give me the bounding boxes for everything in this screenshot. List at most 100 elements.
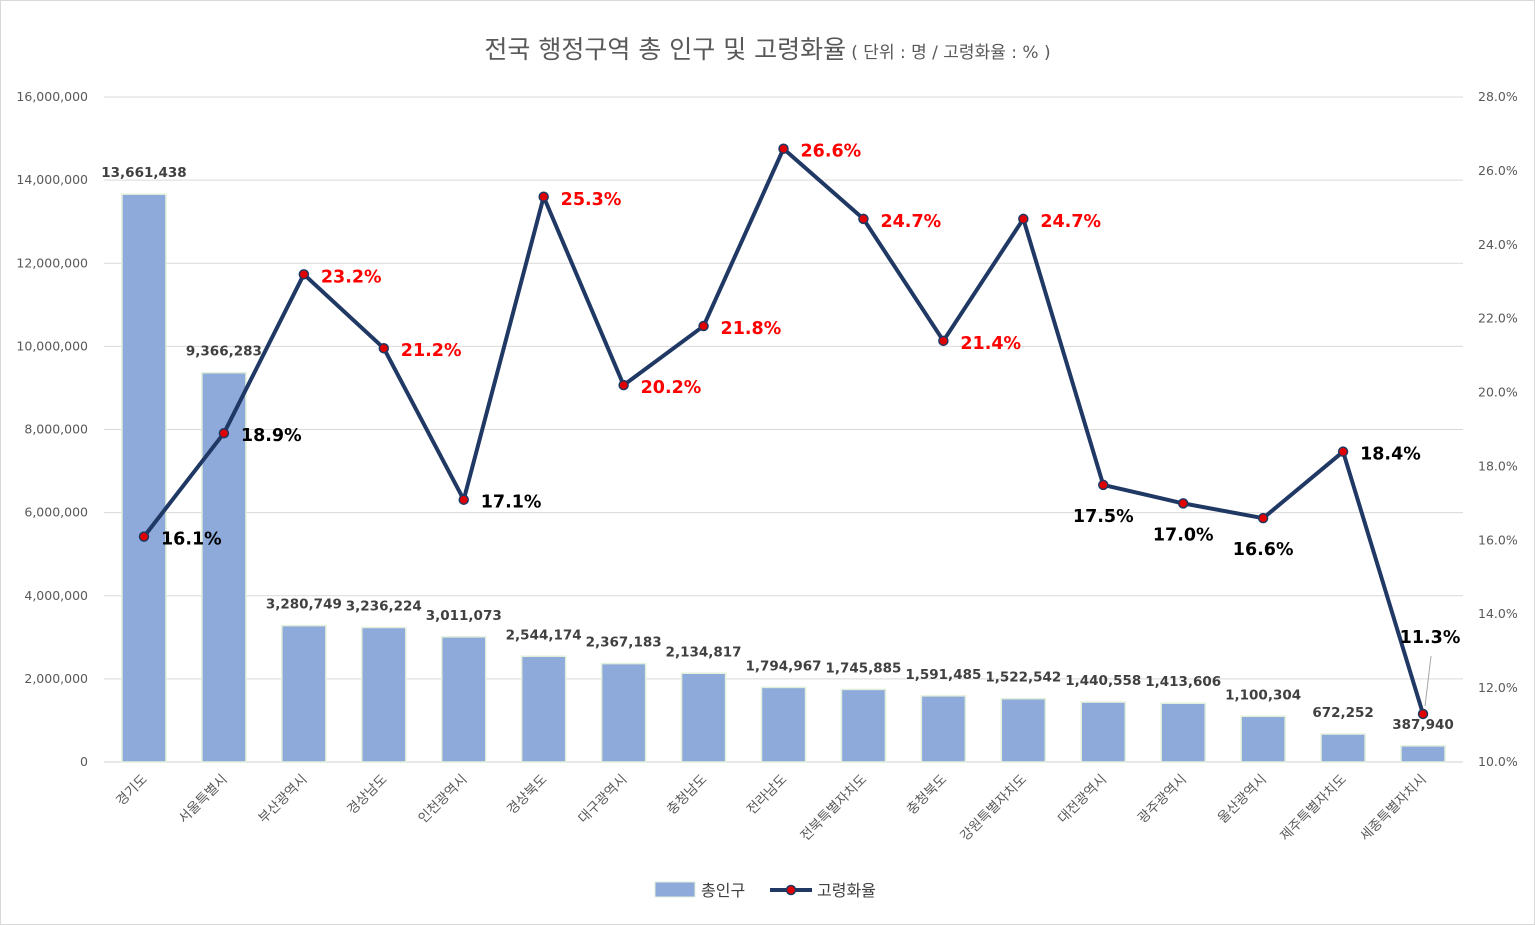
bar bbox=[1160, 702, 1206, 763]
bar-data-label: 387,940 bbox=[1392, 717, 1454, 733]
y-right-tick-label: 18.0% bbox=[1478, 458, 1518, 473]
label-leader-line bbox=[1424, 655, 1432, 707]
bar-data-label: 3,011,073 bbox=[426, 608, 502, 624]
y-right-tick-label: 28.0% bbox=[1478, 89, 1518, 104]
bar bbox=[1320, 733, 1366, 763]
bar-data-label: 1,522,542 bbox=[985, 670, 1061, 686]
aging-rate-label: 25.3% bbox=[561, 190, 622, 210]
x-category-label: 전북특별자치도 bbox=[797, 772, 870, 845]
bar bbox=[520, 655, 567, 763]
y-right-tick-label: 12.0% bbox=[1478, 680, 1518, 695]
bar-data-label: 9,366,283 bbox=[186, 344, 262, 360]
chart-title-main: 전국 행정구역 총 인구 및 고령화율 bbox=[484, 35, 847, 64]
x-category-label: 경기도 bbox=[113, 772, 151, 810]
y-left-tick-label: 6,000,000 bbox=[24, 505, 88, 520]
x-category-label: 경상남도 bbox=[344, 772, 390, 818]
y-right-tick-label: 14.0% bbox=[1478, 606, 1518, 621]
aging-rate-marker bbox=[298, 269, 310, 280]
x-category-label: 울산광역시 bbox=[1215, 772, 1270, 827]
legend: 총인구 고령화율 bbox=[654, 881, 876, 900]
aging-rate-label: 21.8% bbox=[721, 319, 782, 339]
y-left-tick-label: 0 bbox=[80, 754, 88, 769]
aging-rate-label: 21.4% bbox=[960, 334, 1021, 354]
y-left-tick-label: 14,000,000 bbox=[16, 172, 88, 187]
y-right-tick-label: 22.0% bbox=[1478, 311, 1518, 326]
bar-data-label: 3,280,749 bbox=[266, 597, 342, 613]
aging-rate-marker bbox=[698, 320, 709, 332]
bar-data-label: 1,100,304 bbox=[1225, 687, 1301, 703]
bar bbox=[600, 662, 647, 763]
aging-rate-label: 18.4% bbox=[1360, 445, 1421, 465]
aging-rate-label: 17.1% bbox=[481, 493, 542, 513]
y-left-tick-label: 8,000,000 bbox=[24, 422, 88, 437]
aging-rate-label: 16.6% bbox=[1233, 540, 1294, 560]
y-right-tick-label: 26.0% bbox=[1478, 163, 1518, 178]
bar-data-labels: 13,661,438 9,366,283 3,280,749 3,236,2243,0… bbox=[101, 165, 1454, 733]
legend-swatch-marker bbox=[785, 884, 797, 896]
bar bbox=[281, 624, 327, 763]
aging-rate-line bbox=[142, 146, 1425, 715]
aging-rate-marker bbox=[778, 143, 789, 154]
aging-rate-marker bbox=[1417, 708, 1429, 720]
aging-rate-marker bbox=[1098, 479, 1109, 491]
aging-rate-label: 11.3% bbox=[1400, 628, 1461, 648]
aging-rate-label: 24.7% bbox=[1040, 212, 1101, 232]
bar bbox=[680, 672, 727, 763]
bar-data-label: 1,794,967 bbox=[745, 658, 821, 674]
legend-label-aging-rate: 고령화율 bbox=[817, 881, 876, 900]
aging-rate-marker bbox=[1018, 213, 1029, 225]
y-axis-left: 0 2,000,000 4,000,000 6,000,000 8,000,000 10,… bbox=[16, 89, 88, 769]
aging-rate-marker bbox=[858, 213, 869, 225]
y-right-tick-label: 16.0% bbox=[1478, 532, 1518, 547]
aging-rate-marker bbox=[378, 342, 390, 354]
x-category-label: 충청북도 bbox=[904, 772, 950, 818]
x-category-label: 강원특별자치도 bbox=[957, 772, 1030, 845]
aging-rate-label: 21.2% bbox=[401, 341, 462, 361]
bar-data-label: 3,236,224 bbox=[346, 598, 422, 614]
bar-data-label: 2,544,174 bbox=[506, 627, 582, 643]
y-left-tick-label: 4,000,000 bbox=[24, 588, 88, 603]
chart-title: 전국 행정구역 총 인구 및 고령화율 ( 단위 : 명 / 고령화율 : % … bbox=[0, 30, 1535, 66]
legend-swatch-total-population bbox=[654, 881, 696, 898]
x-category-label: 서울특별시 bbox=[176, 772, 231, 827]
x-category-label: 경상북도 bbox=[504, 772, 550, 818]
bar bbox=[1080, 701, 1127, 763]
x-category-label: 부산광역시 bbox=[255, 772, 310, 827]
x-category-label: 충청남도 bbox=[664, 772, 710, 818]
x-category-label: 세종특별자치시 bbox=[1357, 772, 1430, 845]
y-left-tick-label: 10,000,000 bbox=[16, 338, 88, 353]
x-category-label: 제주특별자치도 bbox=[1277, 772, 1350, 845]
aging-rate-label: 17.5% bbox=[1073, 507, 1134, 527]
bar bbox=[440, 636, 487, 763]
aging-rate-marker bbox=[138, 531, 150, 542]
bar bbox=[920, 695, 967, 763]
aging-rate-marker bbox=[618, 379, 629, 391]
y-right-tick-label: 10.0% bbox=[1478, 754, 1518, 769]
legend-label-total-population: 총인구 bbox=[701, 881, 745, 900]
line-series-aging-rate bbox=[138, 143, 1429, 720]
bar-data-label: 1,745,885 bbox=[825, 660, 901, 676]
aging-rate-label: 20.2% bbox=[641, 378, 702, 398]
bar bbox=[760, 686, 807, 763]
x-category-label: 전라남도 bbox=[744, 772, 790, 818]
aging-rate-marker bbox=[458, 494, 469, 505]
aging-rate-label: 17.0% bbox=[1153, 525, 1214, 545]
x-category-label: 광주광역시 bbox=[1135, 772, 1190, 827]
bar bbox=[1400, 745, 1446, 763]
bar-data-label: 1,440,558 bbox=[1065, 673, 1141, 689]
aging-rate-label: 24.7% bbox=[880, 212, 941, 232]
y-left-tick-label: 16,000,000 bbox=[16, 89, 88, 104]
aging-rate-marker bbox=[938, 335, 949, 347]
bar bbox=[361, 626, 407, 763]
aging-rate-label: 26.6% bbox=[801, 142, 862, 162]
y-right-tick-label: 24.0% bbox=[1478, 237, 1518, 252]
y-axis-right: 10.0% 12.0% 14.0% 16.0% 18.0% 20.0% 22.0% 24.0%… bbox=[1478, 89, 1518, 769]
bar-series-total-population bbox=[121, 193, 1446, 763]
line-data-labels: 16.1% 18.9% 23.2% 21.2% 17.1% 25.3% 20.2% 21.8%… bbox=[161, 142, 1461, 707]
bar-data-label: 2,367,183 bbox=[586, 635, 662, 651]
x-category-label: 대구광역시 bbox=[575, 772, 630, 827]
x-category-label: 인천광역시 bbox=[415, 772, 470, 827]
bar bbox=[1000, 697, 1047, 763]
